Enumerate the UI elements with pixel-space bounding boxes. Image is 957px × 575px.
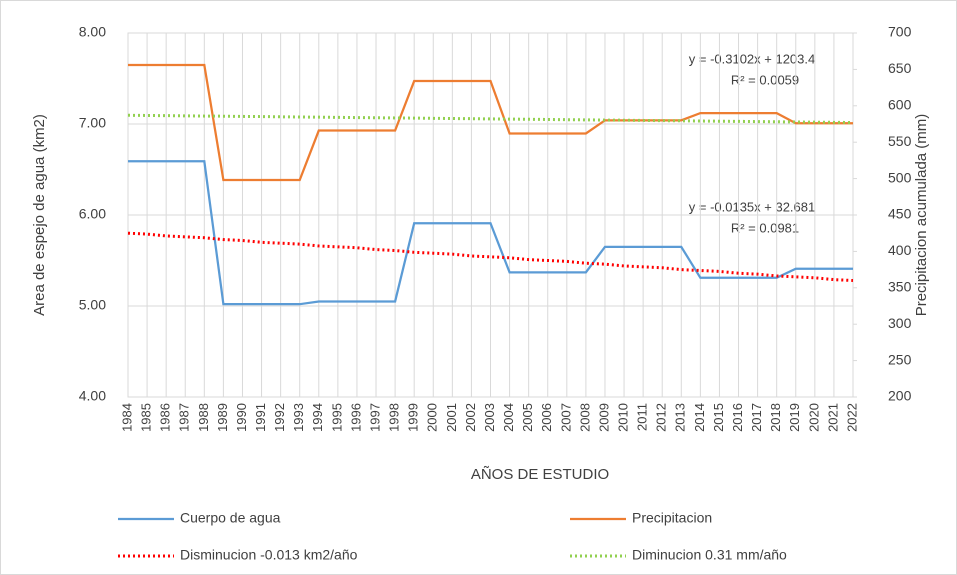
y-tick-label: 7.00 [79, 115, 106, 131]
x-tick-label: 1999 [406, 403, 421, 432]
annotation: y = -0.3102x + 1203.4 [689, 51, 815, 66]
x-tick-label: 2002 [463, 403, 478, 432]
y-tick-label: 8.00 [79, 24, 106, 40]
x-tick-label: 2014 [692, 403, 707, 432]
y2-tick-label: 200 [888, 388, 912, 404]
x-tick-label: 2005 [520, 403, 535, 432]
series-line [127, 231, 854, 283]
x-tick-label: 2015 [711, 403, 726, 432]
x-tick-label: 2000 [425, 403, 440, 432]
x-tick-label: 2012 [654, 403, 669, 432]
x-tick-label: 2022 [844, 403, 859, 432]
annotation: R² = 0.0059 [731, 72, 799, 87]
annotation: y = -0.0135x + 32.681 [689, 199, 815, 214]
x-axis-title: AÑOS DE ESTUDIO [471, 466, 609, 483]
y2-tick-label: 300 [888, 315, 912, 331]
x-tick-label: 1991 [253, 403, 268, 432]
y2-tick-label: 650 [888, 60, 912, 76]
legend-label: Disminucion -0.013 km2/año [180, 547, 358, 563]
x-tick-label: 1989 [215, 403, 230, 432]
series-line [128, 63, 853, 182]
x-tick-label: 2006 [539, 403, 554, 432]
series-line [127, 113, 854, 125]
x-tick-label: 2013 [673, 403, 688, 432]
y2-tick-label: 400 [888, 242, 912, 258]
x-tick-label: 2009 [596, 403, 611, 432]
y-tick-label: 5.00 [79, 297, 106, 313]
series-line [128, 160, 853, 306]
x-tick-label: 2019 [787, 403, 802, 432]
y2-tick-label: 450 [888, 206, 912, 222]
x-tick-label: 1988 [196, 403, 211, 432]
x-tick-label: 2004 [501, 403, 516, 432]
y2-tick-label: 700 [888, 24, 912, 40]
x-tick-label: 2011 [635, 403, 650, 431]
x-tick-label: 1985 [139, 403, 154, 432]
y-tick-label: 6.00 [79, 206, 106, 222]
y2-tick-label: 550 [888, 133, 912, 149]
legend-label: Cuerpo de agua [180, 510, 281, 526]
x-tick-label: 2001 [444, 403, 459, 432]
y2-axis-title: Precipitacion acumulada (mm) [913, 114, 930, 317]
x-tick-label: 2003 [482, 403, 497, 432]
x-tick-label: 2007 [558, 403, 573, 432]
x-tick-label: 1990 [234, 403, 249, 432]
y2-tick-label: 500 [888, 169, 912, 185]
annotation: R² = 0.0981 [731, 220, 799, 235]
legend-label: Precipitacion [632, 510, 712, 526]
x-tick-label: 1994 [310, 403, 325, 432]
x-tick-label: 1987 [177, 403, 192, 432]
x-tick-label: 2020 [806, 403, 821, 432]
y2-tick-label: 250 [888, 351, 912, 367]
x-tick-label: 2008 [577, 403, 592, 432]
x-tick-label: 2017 [749, 403, 764, 432]
x-tick-label: 2021 [825, 403, 840, 432]
y-axis-title: Area de espejo de agua (km2) [31, 114, 48, 316]
x-tick-label: 2018 [768, 403, 783, 432]
y2-tick-label: 600 [888, 97, 912, 113]
legend-label: Diminucion 0.31 mm/año [632, 547, 787, 563]
x-tick-label: 1995 [329, 403, 344, 432]
x-tick-label: 1998 [387, 403, 402, 432]
plot-frame [127, 32, 854, 398]
x-tick-label: 2010 [615, 403, 630, 432]
x-tick-label: 1993 [291, 403, 306, 432]
x-tick-label: 1992 [272, 403, 287, 432]
y2-tick-label: 350 [888, 279, 912, 295]
x-tick-label: 1984 [119, 403, 134, 432]
x-tick-label: 1997 [367, 403, 382, 432]
x-tick-label: 1986 [158, 403, 173, 432]
y-tick-label: 4.00 [79, 388, 106, 404]
x-tick-label: 1996 [348, 403, 363, 432]
x-tick-label: 2016 [730, 403, 745, 432]
